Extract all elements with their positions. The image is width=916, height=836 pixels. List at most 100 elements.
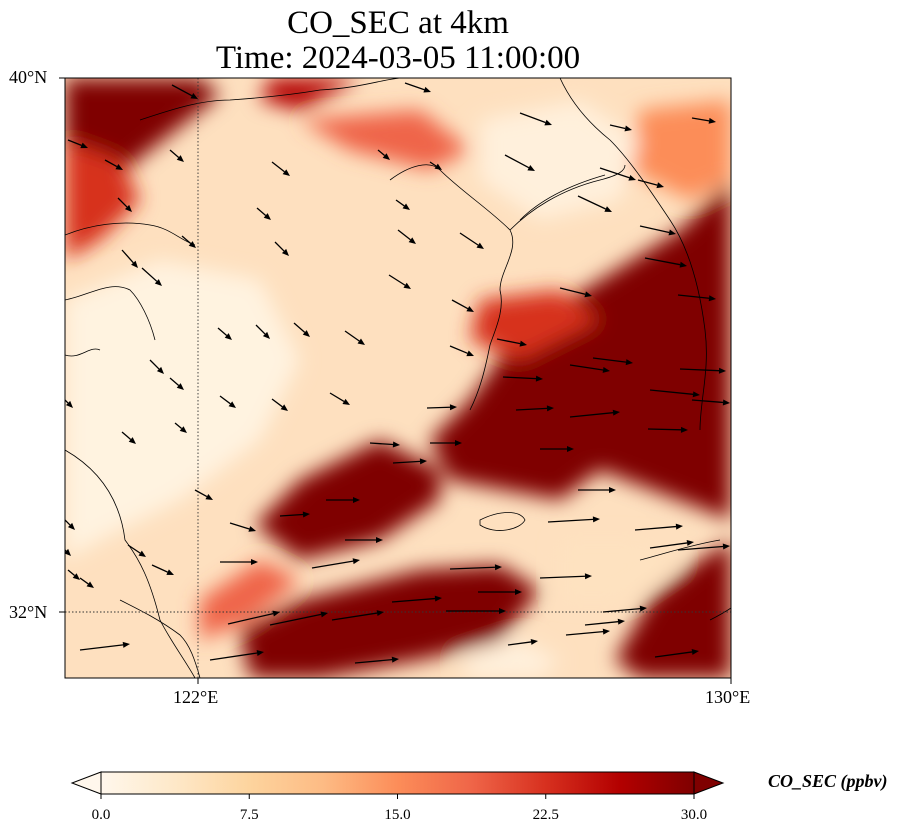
co-field-region bbox=[260, 78, 360, 110]
lat-label-40: 40°N bbox=[9, 67, 48, 87]
wind-vector bbox=[539, 573, 592, 580]
wind-vector bbox=[174, 422, 187, 433]
co-field-region bbox=[630, 100, 731, 200]
wind-vector bbox=[515, 405, 554, 412]
colorbar-tick-label: 7.5 bbox=[239, 807, 259, 823]
coastline-segment bbox=[519, 174, 606, 221]
wind-vector bbox=[369, 441, 400, 448]
coastline-segment bbox=[65, 222, 196, 246]
wind-vector bbox=[271, 161, 290, 176]
wind-vector bbox=[149, 359, 164, 374]
wind-vector bbox=[391, 595, 442, 603]
wind-vector bbox=[504, 154, 535, 171]
wind-vectors bbox=[65, 82, 730, 664]
coastline-segment bbox=[119, 599, 201, 678]
wind-vector bbox=[649, 389, 700, 398]
wind-vector bbox=[540, 446, 574, 452]
wind-vector bbox=[677, 294, 716, 302]
wind-vector bbox=[331, 610, 384, 621]
wind-vector bbox=[507, 638, 538, 646]
wind-vector bbox=[169, 377, 184, 390]
wind-vector bbox=[446, 608, 506, 614]
wind-vector bbox=[127, 544, 146, 557]
co-field-region bbox=[65, 260, 300, 560]
map-frame bbox=[64, 77, 732, 679]
wind-vector bbox=[220, 559, 258, 565]
wind-vector bbox=[478, 589, 522, 595]
wind-vector bbox=[209, 650, 264, 661]
coastline bbox=[65, 78, 731, 678]
wind-vector bbox=[181, 235, 196, 248]
wind-vector bbox=[345, 537, 383, 543]
co-field-region bbox=[240, 565, 540, 678]
gridlines bbox=[65, 78, 731, 678]
wind-vector bbox=[65, 399, 73, 408]
wind-vector bbox=[256, 207, 271, 220]
title-line-1: CO_SEC at 4km bbox=[287, 5, 509, 41]
wind-vector bbox=[451, 299, 474, 312]
wind-vector bbox=[67, 139, 88, 149]
wind-vector bbox=[67, 569, 80, 580]
wind-vector bbox=[392, 458, 427, 465]
wind-vector bbox=[496, 338, 527, 347]
wind-vector bbox=[584, 618, 625, 626]
wind-vector bbox=[151, 564, 174, 575]
wind-vector bbox=[430, 440, 462, 446]
map-area bbox=[65, 78, 731, 678]
co-field-region bbox=[615, 540, 731, 678]
wind-vector bbox=[565, 628, 610, 636]
coastline-segment bbox=[709, 607, 731, 621]
wind-vector bbox=[578, 487, 616, 493]
wind-vector bbox=[395, 199, 410, 210]
wind-vector bbox=[377, 149, 390, 160]
wind-vector bbox=[599, 167, 636, 181]
coastline-segment bbox=[65, 348, 101, 357]
wind-vector bbox=[169, 149, 184, 162]
wind-vector bbox=[559, 287, 592, 298]
wind-vector bbox=[634, 523, 683, 531]
wind-vector bbox=[429, 161, 442, 170]
wind-vector bbox=[397, 229, 416, 244]
wind-vector bbox=[255, 324, 270, 339]
coastline-segment bbox=[559, 78, 707, 431]
wind-vector bbox=[354, 656, 399, 664]
wind-vector bbox=[311, 558, 360, 569]
coastline-segment bbox=[139, 78, 401, 121]
wind-vector bbox=[274, 241, 289, 256]
wind-vector bbox=[637, 179, 664, 189]
lon-label-122: 122°E bbox=[173, 687, 219, 707]
wind-vector bbox=[459, 232, 484, 249]
wind-vector bbox=[449, 345, 474, 357]
wind-vector bbox=[677, 543, 730, 551]
wind-vector bbox=[229, 522, 256, 532]
wind-vector bbox=[569, 409, 620, 418]
wind-vector bbox=[104, 159, 123, 170]
coastline-segment bbox=[479, 512, 526, 531]
wind-vector bbox=[654, 648, 699, 658]
coastline-segment bbox=[389, 164, 514, 291]
wind-vector bbox=[121, 249, 138, 268]
wind-vector bbox=[647, 426, 688, 433]
wind-vector bbox=[227, 610, 280, 625]
co-field-region bbox=[560, 540, 680, 600]
co-field-region bbox=[65, 140, 140, 260]
coastline-segment bbox=[509, 164, 626, 231]
co-field-region bbox=[200, 560, 300, 640]
colorbar-max-extend bbox=[693, 771, 725, 795]
wind-vector bbox=[639, 225, 676, 236]
colorbar-body bbox=[100, 771, 695, 795]
colorbar-tick-label: 15.0 bbox=[384, 807, 411, 823]
wind-vector bbox=[388, 274, 411, 289]
coastline-segment bbox=[469, 289, 502, 411]
wind-vector bbox=[649, 539, 694, 549]
wind-vector bbox=[577, 195, 612, 212]
wind-vector bbox=[121, 431, 136, 444]
wind-vector bbox=[609, 124, 632, 132]
wind-vector bbox=[691, 399, 730, 406]
co-field-region bbox=[480, 100, 640, 220]
wind-vector bbox=[502, 375, 543, 382]
wind-vector bbox=[329, 392, 350, 405]
colorbar-min-extend bbox=[70, 771, 102, 795]
wind-vector bbox=[79, 641, 130, 651]
wind-vector bbox=[269, 611, 328, 626]
